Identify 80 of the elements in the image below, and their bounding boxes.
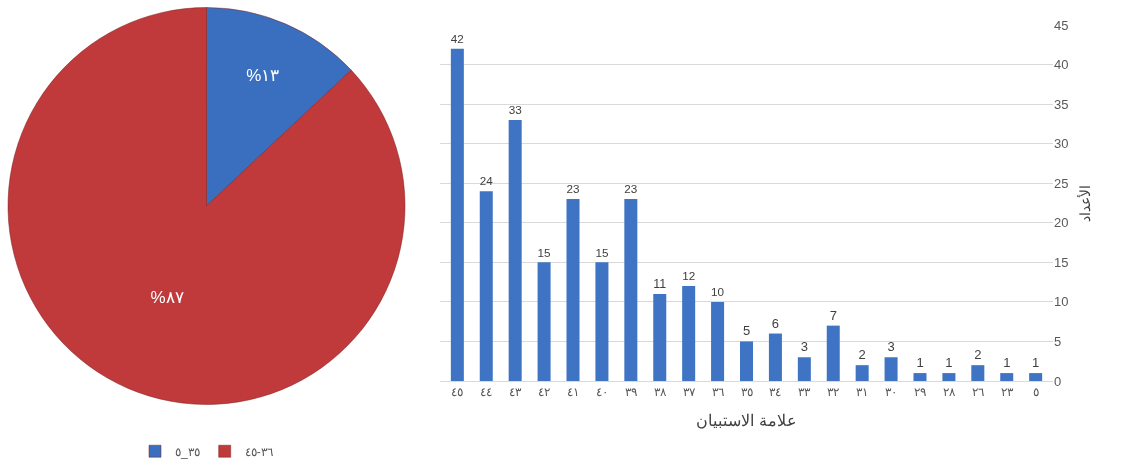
bar [479, 191, 493, 381]
x-tick-label: ٣٢ [827, 385, 840, 400]
x-tick-label: ٥ [1032, 385, 1039, 400]
bar [855, 365, 869, 381]
x-axis-title: علامة الاستبيان [696, 412, 797, 430]
data-label: 3 [887, 339, 895, 355]
y-tick-label: 45 [1054, 17, 1069, 33]
bar [595, 262, 609, 381]
bar [942, 373, 956, 381]
bar [739, 341, 754, 381]
bar [566, 199, 580, 381]
bar [537, 262, 551, 381]
x-tick-label: ٣١ [856, 385, 869, 400]
y-tick-label: 35 [1054, 96, 1069, 112]
data-label: 24 [479, 174, 494, 188]
x-tick-label: ٢٣ [1000, 385, 1014, 400]
data-label: 1 [916, 355, 924, 371]
bar [653, 293, 667, 381]
data-label: %١٣ [246, 66, 280, 86]
bar [450, 48, 464, 381]
data-label: 1 [1003, 355, 1011, 371]
x-tick-label: ٣٤ [769, 385, 782, 400]
pie-slice [7, 7, 406, 405]
x-tick-label: ٤٥ [451, 385, 464, 400]
y-tick-label: 0 [1054, 373, 1062, 389]
bar [768, 333, 782, 381]
x-tick-label: ٤٤ [480, 385, 493, 400]
x-tick-label: ٢٩ [913, 385, 926, 400]
x-tick-label: ٣٩ [624, 385, 637, 400]
y-tick-label: 10 [1054, 294, 1069, 310]
bar [711, 301, 725, 381]
data-label: 5 [742, 323, 751, 339]
y-axis-title: الأعداد [1075, 184, 1093, 222]
y-tick-label: 5 [1054, 333, 1062, 349]
data-label: 1 [945, 355, 953, 371]
y-tick-label: 25 [1054, 175, 1069, 191]
x-tick-label: ٣٥ [740, 385, 753, 400]
x-tick-label: ٢٦ [971, 385, 984, 400]
bar [797, 357, 811, 381]
data-label: 23 [566, 182, 580, 196]
x-tick-label: ٢٨ [942, 385, 956, 400]
legend-label: ٣٦-٤٥ [244, 444, 273, 459]
data-label: 11 [653, 277, 667, 292]
x-tick-label: ٤٠ [595, 385, 608, 400]
bar [884, 357, 898, 381]
data-label: 2 [974, 347, 982, 363]
data-label: 12 [682, 269, 696, 283]
x-tick-label: ٤٣ [509, 385, 523, 400]
x-tick-label: ٤٢ [538, 385, 551, 400]
x-tick-label: ٣٨ [653, 385, 667, 400]
data-label: 3 [800, 339, 808, 355]
x-tick-label: ٤١ [567, 385, 580, 400]
y-tick-label: 20 [1054, 215, 1069, 231]
data-label: 33 [508, 103, 522, 117]
data-label: 10 [711, 285, 725, 299]
y-tick-label: 40 [1054, 57, 1069, 73]
data-label: 2 [858, 347, 866, 363]
data-label: %٨٧ [150, 287, 184, 307]
data-label: 42 [450, 32, 464, 46]
data-label: 15 [595, 245, 609, 259]
x-tick-label: ٣٧ [682, 385, 696, 400]
bar [624, 199, 638, 381]
x-tick-label: ٣٦ [711, 385, 724, 400]
data-label: 23 [624, 182, 638, 196]
y-tick-label: 30 [1054, 136, 1069, 152]
bar [1029, 373, 1043, 381]
bar [508, 119, 522, 381]
y-tick-label: 15 [1054, 254, 1069, 270]
bar [971, 365, 985, 381]
x-tick-label: ٣٣ [798, 385, 812, 400]
bar [1000, 373, 1014, 381]
legend-label: ٣٥_٥ [175, 444, 200, 459]
data-label: 15 [537, 245, 551, 259]
bar [826, 325, 840, 381]
data-label: 7 [829, 307, 837, 323]
bar [682, 286, 696, 381]
data-label: 1 [1032, 355, 1040, 371]
bar [913, 373, 927, 381]
data-label: 6 [771, 315, 780, 331]
x-tick-label: ٣٠ [885, 385, 898, 400]
